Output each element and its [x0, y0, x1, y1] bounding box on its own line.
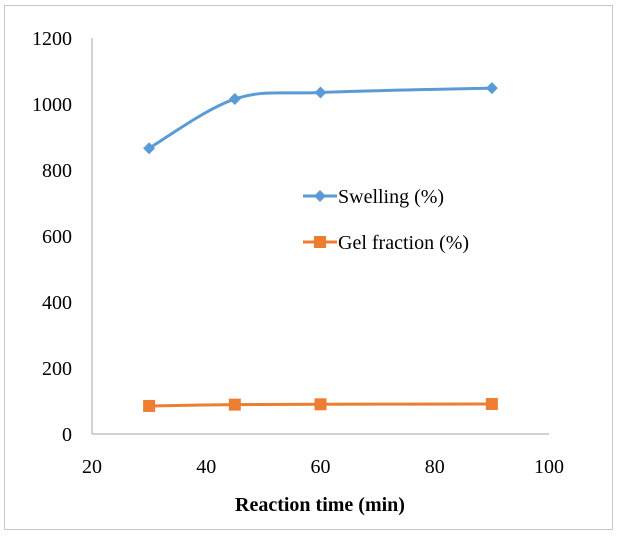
series-line [149, 402, 492, 408]
y-tick-labels: 0 200 400 600 800 1000 1200 [32, 28, 72, 446]
data-point [485, 82, 498, 95]
data-point [228, 93, 241, 106]
series-gel-fraction [143, 397, 498, 412]
x-tick-label: 60 [311, 456, 331, 478]
y-tick-label: 200 [42, 358, 72, 380]
data-point [485, 397, 498, 410]
data-point [314, 86, 327, 99]
axes [91, 38, 549, 435]
series-layer [143, 82, 498, 412]
data-point [143, 399, 156, 412]
legend-label: Gel fraction (%) [338, 232, 469, 254]
y-tick-label: 600 [42, 226, 72, 248]
x-tick-label: 40 [196, 456, 216, 478]
x-axis-label: Reaction time (min) [235, 494, 405, 516]
legend: Swelling (%) Gel fraction (%) [303, 186, 469, 254]
legend-item: Gel fraction (%) [303, 232, 469, 254]
series-swelling [143, 82, 498, 155]
data-point [143, 142, 156, 155]
y-tick-label: 800 [42, 160, 72, 182]
legend-item: Swelling (%) [303, 186, 444, 208]
data-point [314, 398, 327, 411]
x-tick-label: 80 [425, 456, 445, 478]
x-tick-label: 100 [534, 456, 564, 478]
y-tick-label: 0 [62, 424, 72, 446]
data-point [228, 398, 241, 411]
y-tick-label: 1200 [32, 28, 72, 50]
y-tick-label: 400 [42, 292, 72, 314]
x-tick-labels: 20 40 60 80 100 [82, 456, 564, 478]
x-tick-label: 20 [82, 456, 102, 478]
legend-marker [314, 236, 326, 248]
y-tick-label: 1000 [32, 94, 72, 116]
series-line [148, 86, 492, 150]
legend-label: Swelling (%) [338, 186, 444, 208]
legend-marker [314, 190, 326, 202]
